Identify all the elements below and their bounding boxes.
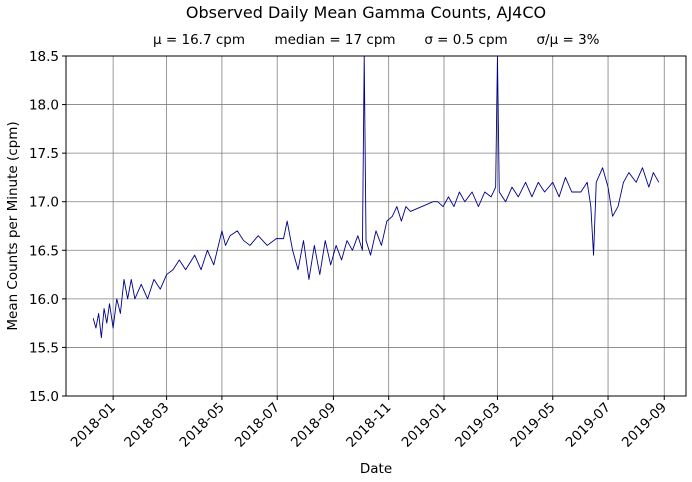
stat-sigma: σ = 0.5 cpm <box>424 32 507 48</box>
x-tick-label: 2018-09 <box>288 400 339 451</box>
stats-subtitle: μ = 16.7 cpm median = 17 cpm σ = 0.5 cpm… <box>153 32 600 48</box>
x-tick-label: 2018-01 <box>68 400 119 451</box>
y-tick-label: 18.5 <box>29 49 59 65</box>
y-tick-label: 16.5 <box>29 243 59 259</box>
x-tick-label: 2019-09 <box>619 400 670 451</box>
series-line <box>92 56 660 339</box>
x-tick-label: 2019-07 <box>563 400 614 451</box>
x-axis-ticks: 2018-01 2018-03 2018-05 2018-07 2018-09 2018-… <box>68 396 670 451</box>
gridlines <box>66 55 686 397</box>
stat-cv: σ/μ = 3% <box>536 32 599 48</box>
plot-series <box>92 56 660 339</box>
y-tick-label: 15.5 <box>29 340 59 356</box>
plot-frame <box>65 55 687 397</box>
y-axis-label: Mean Counts per Minute (cpm) <box>5 121 21 330</box>
stat-median: median = 17 cpm <box>274 32 395 48</box>
y-tick-label: 16.0 <box>29 292 59 308</box>
chart-title: Observed Daily Mean Gamma Counts, AJ4CO <box>186 3 546 22</box>
x-tick-label: 2018-05 <box>177 400 228 451</box>
x-tick-label: 2018-07 <box>232 400 283 451</box>
y-tick-label: 18.0 <box>29 98 59 114</box>
x-tick-label: 2018-11 <box>343 400 394 451</box>
x-tick-label: 2019-01 <box>399 400 450 451</box>
stat-mean: μ = 16.7 cpm <box>153 32 245 48</box>
y-tick-label: 17.5 <box>29 146 59 162</box>
x-axis-label: Date <box>360 461 392 477</box>
x-tick-label: 2019-03 <box>452 400 503 451</box>
y-tick-label: 15.0 <box>29 389 59 405</box>
y-tick-label: 17.0 <box>29 195 59 211</box>
y-axis-ticks: 15.0 15.5 16.0 16.5 17.0 17.5 18.0 18.5 <box>29 49 66 405</box>
x-tick-label: 2018-03 <box>121 400 172 451</box>
x-tick-label: 2019-05 <box>507 400 558 451</box>
